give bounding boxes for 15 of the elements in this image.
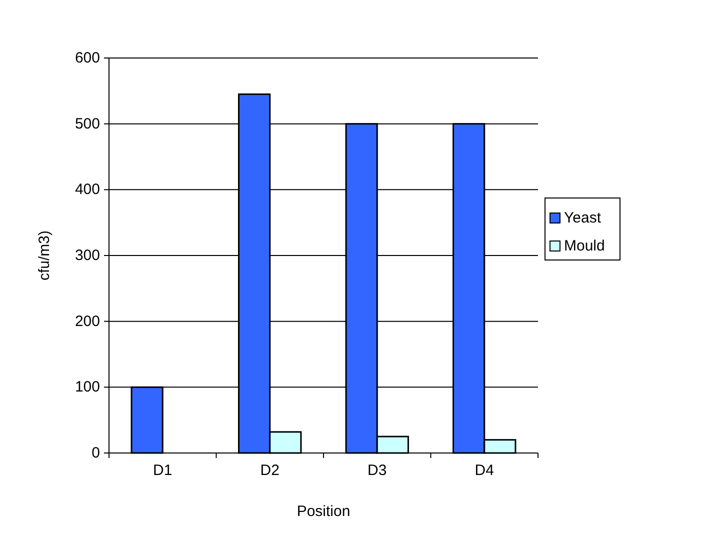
x-axis-title: Position	[296, 503, 350, 520]
x-tick-label: D3	[368, 462, 387, 479]
x-tick-label: D2	[260, 462, 280, 479]
x-tick-label: D4	[474, 462, 494, 479]
x-tick-label: D1	[153, 462, 172, 479]
legend-label: Mould	[564, 238, 605, 254]
y-tick-label: 200	[74, 312, 100, 330]
y-tick-label: 300	[74, 247, 100, 264]
legend-label: Yeast	[564, 210, 602, 226]
y-tick-label: 0	[92, 444, 100, 462]
y-tick-label: 100	[74, 378, 100, 396]
y-tick-label: 500	[74, 115, 100, 132]
y-tick-label: 400	[74, 181, 100, 198]
y-axis-title: cfu/m3)	[36, 230, 53, 281]
y-tick-label: 600	[74, 50, 100, 66]
